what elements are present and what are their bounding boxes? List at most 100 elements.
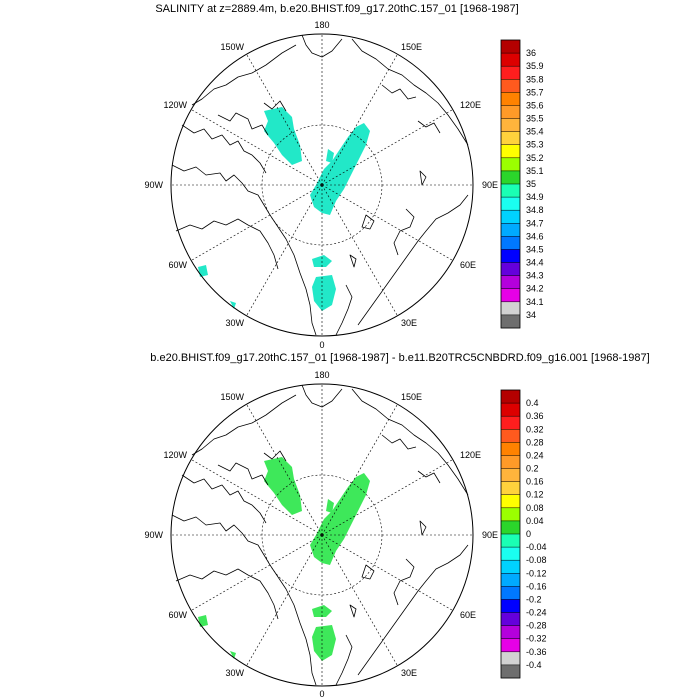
- colorbar-swatch: [501, 586, 520, 600]
- meridian-line: [321, 54, 398, 186]
- colorbar-label: 34.1: [526, 297, 544, 307]
- colorbar-label: -0.04: [526, 542, 547, 552]
- colorbar-swatch: [501, 157, 520, 172]
- coastline: [171, 164, 317, 336]
- panel-top-title: SALINITY at z=2889.4m, b.e20.BHIST.f09_g…: [155, 3, 518, 15]
- coastline: [351, 38, 469, 146]
- colorbar-swatch: [501, 599, 520, 613]
- meridian-line: [191, 109, 323, 186]
- lon-label-180: 180: [314, 20, 329, 30]
- lon-label-120w: 120W: [163, 100, 187, 110]
- panel-bottom: b.e20.BHIST.f09_g17.20thC.157_01 [1968-1…: [144, 352, 649, 699]
- colorbar-swatch: [501, 301, 520, 316]
- colorbar-swatch: [501, 184, 520, 198]
- meridian-line: [321, 404, 398, 536]
- colorbar-swatch: [501, 314, 520, 329]
- coastline: [419, 170, 427, 186]
- colorbar-label: 0.16: [526, 477, 544, 487]
- graticule-top: [171, 34, 473, 336]
- colorbar-swatch: [501, 468, 520, 482]
- colorbar-swatch: [501, 520, 520, 535]
- lon-label-120e-b: 120E: [460, 450, 481, 460]
- colorbar-label: 0.28: [526, 437, 544, 447]
- colorbar-label: -0.2: [526, 594, 542, 604]
- lon-label-30e: 30E: [401, 318, 417, 328]
- lon-label-120w-b: 120W: [163, 450, 187, 460]
- meridian-line: [246, 54, 323, 186]
- coastline: [175, 218, 279, 270]
- coastline: [351, 388, 469, 496]
- colorbar-swatch: [501, 249, 520, 263]
- meridian-line: [246, 184, 323, 316]
- field-patch: [326, 499, 334, 513]
- coastline: [357, 194, 469, 326]
- meridian-line: [191, 184, 323, 261]
- coastline: [171, 514, 317, 686]
- coastline: [361, 214, 375, 230]
- colorbar-label: 0.2: [526, 464, 539, 474]
- colorbar-swatch: [501, 105, 520, 119]
- colorbar-label: -0.08: [526, 555, 547, 565]
- lon-label-90w: 90W: [144, 180, 163, 190]
- colorbar-label: 35.1: [526, 166, 544, 176]
- coastline: [301, 384, 343, 408]
- polar-map-bottom: [170, 383, 474, 687]
- colorbar-label: 34.7: [526, 218, 544, 228]
- colorbar-label: 35.7: [526, 87, 544, 97]
- map-boundary-top: [170, 33, 474, 337]
- colorbar-swatch: [501, 210, 520, 224]
- meridian-line: [321, 184, 453, 261]
- lon-label-90e-b: 90E: [482, 530, 498, 540]
- lon-label-60e-b: 60E: [460, 610, 476, 620]
- colorbar-label: 34.4: [526, 258, 544, 268]
- lon-labels-bottom: 180 0 90W 90E 120W 150W 150E 120E 60W 30…: [144, 370, 498, 699]
- field-patch: [310, 123, 370, 215]
- lon-label-60e: 60E: [460, 260, 476, 270]
- colorbar-label: 35.9: [526, 61, 544, 71]
- coastline: [419, 520, 427, 536]
- colorbar-swatch: [501, 625, 520, 640]
- colorbar-top: 36 35.9 35.8 35.7 35.6 35.5 35.4 35.3 35.2 35.1 35…: [500, 39, 544, 329]
- colorbar-label: 0.08: [526, 503, 544, 513]
- coastline: [357, 544, 469, 676]
- latitude-circle: [261, 474, 383, 596]
- colorbar-label: -0.16: [526, 581, 547, 591]
- colorbar-swatch: [501, 262, 520, 276]
- colorbar-swatch: [501, 170, 520, 185]
- coastline: [393, 558, 415, 606]
- field-patch: [198, 265, 208, 277]
- coastline: [301, 34, 343, 58]
- lon-labels-top: 180 0 90W 90E 120W 150W 150E 120E 60W 30…: [144, 20, 498, 350]
- colorbar-swatch: [501, 390, 520, 404]
- coastline: [335, 634, 353, 686]
- lon-label-90e: 90E: [482, 180, 498, 190]
- colorbar-swatch: [501, 53, 520, 67]
- colorbar-swatch: [501, 481, 520, 496]
- colorbar-label: 34.9: [526, 192, 544, 202]
- field-patch: [198, 615, 208, 627]
- coastline: [217, 112, 269, 136]
- meridian-line: [321, 109, 453, 186]
- colorbar-swatch: [501, 429, 520, 443]
- colorbar-swatch: [501, 455, 520, 469]
- coastline: [349, 254, 357, 268]
- colorbar-label: 35.3: [526, 140, 544, 150]
- colorbar-label: 0.24: [526, 450, 544, 460]
- meridian-line: [246, 404, 323, 536]
- lon-label-0: 0: [319, 340, 324, 350]
- coastline: [381, 434, 417, 450]
- field-patch: [326, 149, 334, 163]
- lon-label-30e-b: 30E: [401, 668, 417, 678]
- colorbar-label: 0.04: [526, 516, 544, 526]
- lon-label-0-b: 0: [319, 689, 324, 699]
- graticule-bottom: [171, 384, 473, 686]
- meridian-line: [191, 459, 323, 536]
- colorbar-label: -0.4: [526, 660, 542, 670]
- meridian-line: [246, 534, 323, 666]
- colorbar-swatch: [501, 288, 520, 303]
- colorbar-label: 0.36: [526, 411, 544, 421]
- meridian-line: [321, 184, 398, 316]
- colorbar-label: 35.4: [526, 127, 544, 137]
- colorbar-label: 36: [526, 48, 536, 58]
